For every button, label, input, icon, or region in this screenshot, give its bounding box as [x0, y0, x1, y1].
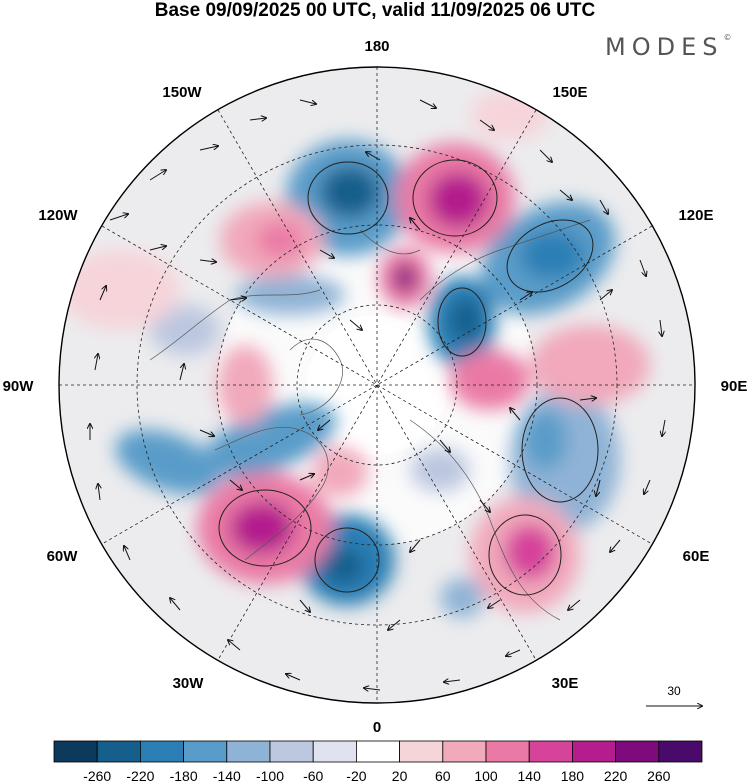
canada-high: [60, 250, 180, 330]
hudson-bay-low: [203, 403, 337, 477]
colorbar-tick-label: -100: [256, 768, 284, 783]
colorbar-tick-label: -180: [170, 768, 198, 783]
coastlines: [149, 219, 591, 621]
chukchi-high-core: [393, 264, 417, 292]
colorbar-swatch: [312, 740, 357, 763]
colorbar: -260 -220 -180 -140 -100 -60 -20 20 60 100 140 180 2…: [53, 740, 703, 783]
label-30e: 30E: [552, 675, 579, 692]
colorbar-tick-label: -140: [213, 768, 241, 783]
label-30w: 30W: [173, 675, 205, 692]
north-pacific-low-core: [520, 231, 584, 279]
brand-name: MODES: [605, 33, 724, 61]
central-siberia-low-core: [523, 410, 567, 470]
colorbar-swatch: [269, 740, 314, 763]
label-60e: 60E: [683, 548, 710, 565]
label-120e: 120E: [678, 207, 713, 224]
vector-key-value: 30: [667, 684, 681, 698]
colorbar-swatch: [485, 740, 530, 763]
colorbar-swatch: [399, 740, 444, 763]
alaska-high-core: [256, 222, 304, 258]
label-0: 0: [373, 719, 381, 736]
longitude-labels: 180 150E 120E 90E 60E 30E 0 30W 60W 90W …: [3, 38, 748, 736]
colorbar-swatch: [226, 740, 271, 763]
modes-logo: MODES©: [605, 33, 731, 61]
labrador-low: [115, 429, 221, 495]
colorbar-tick-label: 140: [518, 768, 542, 783]
colorbar-swatch: [183, 740, 228, 763]
colorbar-tick-label: -20: [346, 768, 366, 783]
colorbar-swatch: [442, 740, 487, 763]
colorbar-swatch: [528, 740, 573, 763]
siberia-high: [530, 325, 650, 405]
contours: [218, 159, 599, 596]
colorbar-tick-label: 100: [474, 768, 498, 783]
label-150e: 150E: [552, 84, 587, 101]
graticule: [59, 67, 695, 703]
alaska-trough: [150, 305, 220, 355]
label-180: 180: [364, 38, 389, 55]
kara-high: [450, 350, 530, 410]
colorbar-swatch: [53, 740, 98, 763]
map-disc: [59, 67, 695, 703]
label-90e: 90E: [721, 378, 748, 395]
label-150w: 150W: [162, 84, 202, 101]
iceland-high: [312, 447, 368, 497]
copyright-mark: ©: [723, 33, 732, 42]
colorbar-tick-label: 220: [604, 768, 628, 783]
label-90w: 90W: [3, 378, 35, 395]
east-siberia-low-core: [450, 298, 482, 342]
label-120w: 120W: [38, 207, 78, 224]
bering-strait-low-core: [320, 166, 380, 218]
colorbar-tick-label: 60: [435, 768, 451, 783]
colorbar-swatch: [139, 740, 184, 763]
colorbar-swatch: [572, 740, 617, 763]
map-border: [58, 66, 696, 704]
colorbar-tick-label: 260: [647, 768, 671, 783]
colorbar-swatch: [96, 740, 141, 763]
ural-low: [410, 448, 470, 492]
colorbar-tick-label: -260: [83, 768, 111, 783]
colorbar-tick-label: -220: [126, 768, 154, 783]
colorbar-tick-label: -60: [303, 768, 323, 783]
pacific-high: [470, 90, 550, 140]
north-atlantic-low-core: [321, 548, 365, 584]
label-60w: 60W: [47, 548, 79, 565]
colorbar-swatch: [658, 740, 703, 763]
greenland-sea-high-core: [230, 502, 294, 554]
colorbar-tick-label: 20: [392, 768, 408, 783]
wind-vectors: [90, 99, 665, 690]
colorbar-swatch: [355, 740, 400, 763]
map-title: Base 09/09/2025 00 UTC, valid 11/09/2025…: [154, 0, 596, 21]
scandinavia-high-core: [504, 524, 556, 580]
vector-key: 30: [646, 684, 702, 706]
colorbar-tick-label: 180: [561, 768, 585, 783]
colorbar-swatch: [615, 740, 660, 763]
europe-low: [440, 578, 484, 618]
kamchatka-high-core: [428, 172, 488, 228]
